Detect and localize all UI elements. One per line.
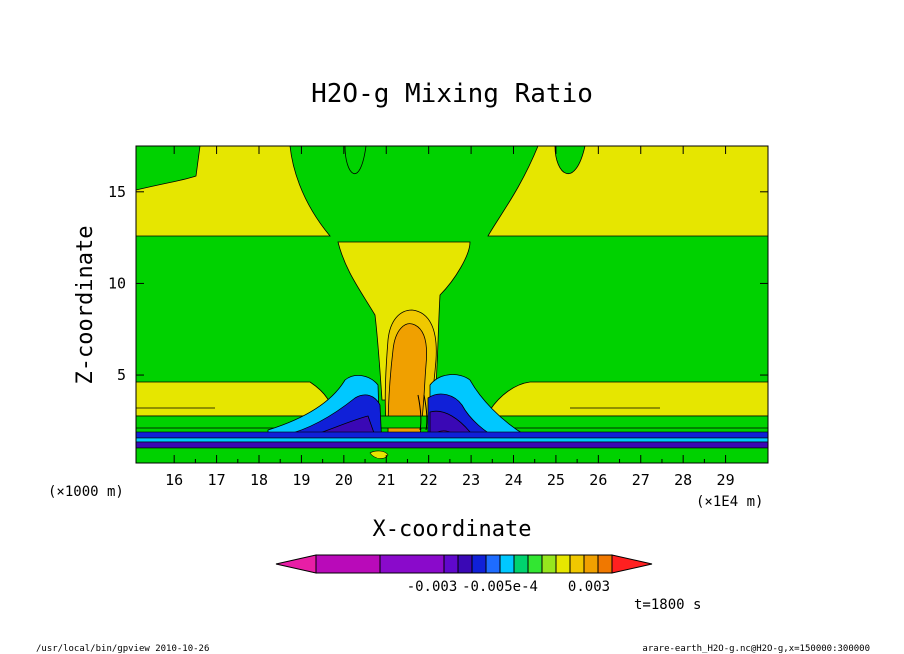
y-tick-label: 15 [108, 183, 126, 201]
contour-surface-blue [136, 431, 768, 439]
colorbar [275, 554, 653, 574]
colorbar-label: -0.003 [407, 579, 458, 595]
x-tick-label: 18 [250, 471, 268, 489]
plot-frame [135, 145, 769, 464]
colorbar-swatch [513, 554, 529, 574]
x-tick-label: 19 [292, 471, 310, 489]
x-tick-label: 26 [589, 471, 607, 489]
colorbar-swatch [583, 554, 599, 574]
contour-field [136, 146, 768, 463]
x-tick-label: 29 [717, 471, 735, 489]
contour-upper-right-b [487, 146, 768, 237]
contour-plume-dark-line-a [417, 394, 422, 431]
y-tick-label: 5 [117, 366, 126, 384]
colorbar-swatch [443, 554, 459, 574]
colorbar-swatch [485, 554, 501, 574]
colorbar-swatch [499, 554, 515, 574]
x-tick-label: 17 [208, 471, 226, 489]
contour-surface-navy [136, 441, 768, 449]
colorbar-label: 0.003 [568, 579, 610, 595]
colorbar-swatch [541, 554, 557, 574]
colorbar-arrow-low [275, 554, 317, 574]
x-tick-label: 21 [377, 471, 395, 489]
contour-surface-green [136, 447, 768, 463]
contour-notch-right [554, 146, 586, 174]
footer-right: arare-earth_H2O-g.nc@H2O-g,x=150000:3000… [642, 644, 870, 654]
y-unit-label: (×1000 m) [48, 484, 124, 500]
colorbar-swatch [457, 554, 473, 574]
colorbar-label: -0.005e-4 [462, 579, 538, 595]
x-tick-label: 25 [547, 471, 565, 489]
y-tick-label: 10 [108, 274, 126, 292]
contour-yellow-spot [369, 450, 389, 459]
contour-surface-cyan [136, 437, 768, 443]
colorbar-swatch [315, 554, 381, 574]
colorbar-swatch [597, 554, 613, 574]
chart-title: H2O-g Mixing Ratio [311, 79, 593, 109]
time-label: t=1800 s [634, 597, 701, 613]
y-axis: 5 10 15 [108, 183, 768, 384]
colorbar-arrow-high [611, 554, 653, 574]
contour-lower-yellow [136, 381, 332, 417]
colorbar-swatch [471, 554, 487, 574]
x-tick-label: 27 [632, 471, 650, 489]
contour-plume-dark-line-b [423, 394, 428, 431]
x-tick-label: 22 [420, 471, 438, 489]
y-axis-label: Z-coordinate [73, 226, 98, 385]
contour-plume-orange [387, 323, 427, 436]
colorbar-swatch [569, 554, 585, 574]
colorbar-swatch [555, 554, 571, 574]
colorbar-labels: -0.003 -0.005e-4 0.003 [407, 579, 610, 595]
x-axis-label: X-coordinate [373, 517, 532, 542]
x-tick-label: 28 [674, 471, 692, 489]
colorbar-swatch [527, 554, 543, 574]
footer-left: /usr/local/bin/gpview 2010-10-26 [36, 644, 209, 654]
contour-lower-yellow-r [489, 381, 768, 417]
x-tick-label: 16 [165, 471, 183, 489]
x-unit-label: (×1E4 m) [696, 494, 763, 510]
x-tick-label: 23 [462, 471, 480, 489]
contour-upper-left [136, 146, 331, 237]
colorbar-swatch [379, 554, 445, 574]
x-tick-label: 24 [504, 471, 522, 489]
x-axis: 16 17 18 19 20 21 22 23 24 25 26 27 28 29 [165, 146, 735, 489]
contour-notch-left [344, 146, 367, 174]
x-tick-label: 20 [335, 471, 353, 489]
